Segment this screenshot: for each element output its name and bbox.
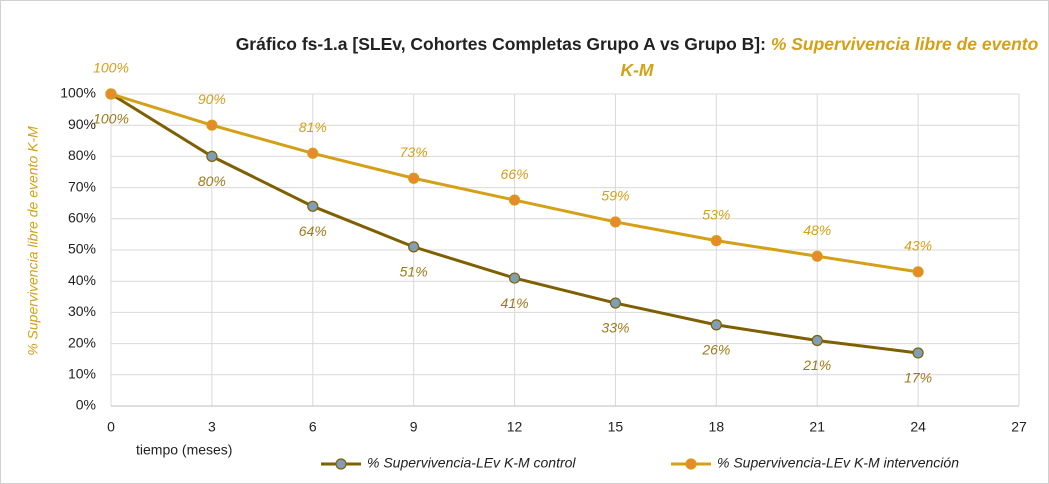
y-axis-label: % Supervivencia libre de evento K-M <box>25 126 41 356</box>
y-tick-label: 70% <box>68 178 96 194</box>
legend-label: % Supervivencia-LEv K-M intervención <box>717 455 959 471</box>
y-tick-label: 40% <box>68 272 96 288</box>
x-tick-label: 15 <box>608 419 624 435</box>
y-tick-label: 80% <box>68 147 96 163</box>
data-label: 26% <box>701 342 730 358</box>
y-tick-label: 0% <box>76 397 96 413</box>
chart-title-block: Gráfico fs-1.a [SLEv, Cohortes Completas… <box>226 31 1048 83</box>
data-label: 100% <box>93 60 129 76</box>
y-tick-label: 90% <box>68 116 96 132</box>
data-label: 33% <box>601 320 629 336</box>
data-point <box>408 241 420 253</box>
data-label: 17% <box>904 370 932 386</box>
x-tick-label: 18 <box>709 419 725 435</box>
y-tick-label: 100% <box>60 85 96 101</box>
legend-label: % Supervivencia-LEv K-M control <box>367 455 576 471</box>
data-point <box>408 172 420 184</box>
data-point <box>811 250 823 262</box>
x-tick-label: 12 <box>507 419 523 435</box>
data-label: 80% <box>198 173 226 189</box>
data-label: 59% <box>601 188 629 204</box>
data-point <box>609 297 622 309</box>
y-tick-label: 30% <box>68 303 96 319</box>
data-point <box>609 216 622 228</box>
data-point <box>811 334 823 347</box>
data-label: 53% <box>702 206 730 222</box>
data-label: 64% <box>299 223 327 239</box>
y-tick-label: 10% <box>68 366 96 382</box>
x-tick-label: 3 <box>208 419 216 435</box>
y-tick-label: 50% <box>68 241 96 257</box>
data-point <box>105 88 117 100</box>
y-tick-label: 60% <box>68 210 96 226</box>
data-label: 48% <box>803 222 831 238</box>
data-label: 41% <box>501 295 529 311</box>
x-tick-label: 0 <box>107 419 115 435</box>
data-point <box>912 266 924 278</box>
x-tick-label: 21 <box>809 419 825 435</box>
x-tick-label: 6 <box>309 419 317 435</box>
x-tick-label: 24 <box>910 419 926 435</box>
data-point <box>206 119 218 131</box>
data-label: 73% <box>400 144 428 160</box>
x-tick-label: 27 <box>1011 419 1027 435</box>
data-label: 100% <box>93 111 129 127</box>
data-label: 66% <box>501 166 529 182</box>
data-point <box>206 150 218 162</box>
data-point <box>508 272 521 284</box>
data-point <box>912 347 924 359</box>
x-tick-label: 9 <box>410 419 418 435</box>
data-point <box>307 147 319 159</box>
data-label: 43% <box>904 238 932 254</box>
data-label: 21% <box>802 357 831 373</box>
data-label: 90% <box>198 91 226 107</box>
data-label: 51% <box>400 264 428 280</box>
chart-title: Gráfico fs-1.a [SLEv, Cohortes Completas… <box>235 34 766 54</box>
chart-title-emphasis: % Supervivencia libre de evento K-M <box>620 34 1039 80</box>
data-label: 81% <box>299 119 327 135</box>
data-point <box>307 200 319 212</box>
legend-marker <box>335 458 347 470</box>
y-tick-label: 20% <box>68 334 96 350</box>
data-point <box>710 319 722 331</box>
data-point <box>508 194 521 206</box>
data-point <box>710 235 722 247</box>
legend-marker <box>685 458 697 470</box>
x-axis-label: tiempo (meses) <box>136 442 232 458</box>
